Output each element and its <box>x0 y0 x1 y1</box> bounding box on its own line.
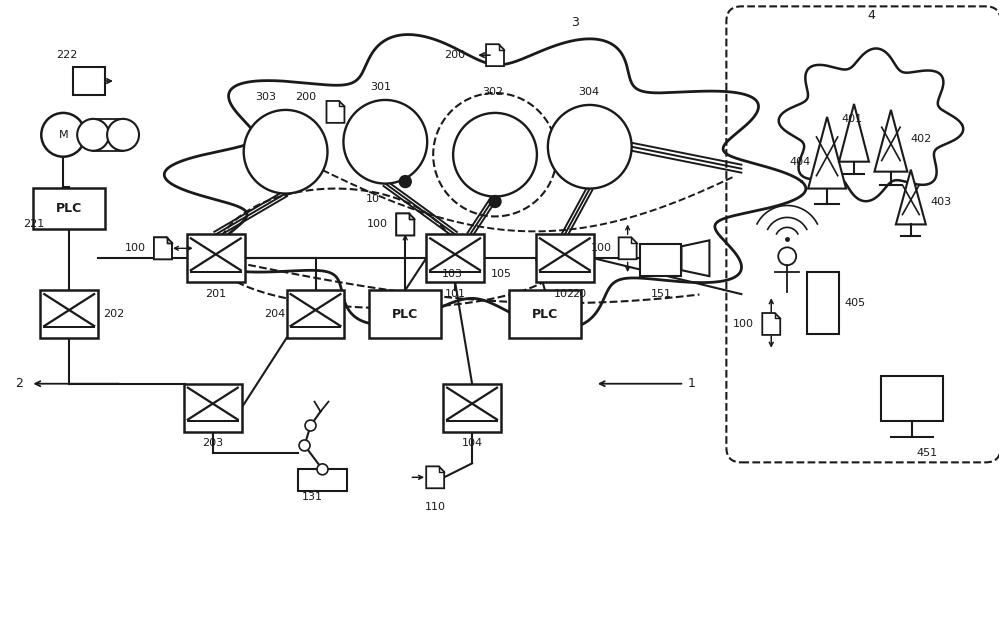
Bar <box>287 290 344 338</box>
Bar <box>640 244 681 276</box>
Polygon shape <box>154 237 172 259</box>
Bar <box>33 188 105 230</box>
Polygon shape <box>326 101 344 123</box>
Polygon shape <box>896 170 926 225</box>
Circle shape <box>548 105 632 188</box>
Text: 3: 3 <box>571 16 579 29</box>
Polygon shape <box>396 214 414 235</box>
Text: 102: 102 <box>554 289 575 299</box>
Text: 10: 10 <box>365 193 379 204</box>
Polygon shape <box>154 237 172 259</box>
Text: 104: 104 <box>462 438 483 448</box>
Circle shape <box>41 113 85 156</box>
Polygon shape <box>486 44 504 66</box>
Text: 222: 222 <box>56 50 78 60</box>
Bar <box>426 235 484 282</box>
Circle shape <box>778 247 796 265</box>
Text: PLC: PLC <box>56 202 82 215</box>
Bar <box>509 290 581 338</box>
Text: 100: 100 <box>125 244 146 253</box>
Polygon shape <box>426 466 444 488</box>
Polygon shape <box>619 237 637 259</box>
Text: 404: 404 <box>789 156 810 167</box>
Text: 2: 2 <box>15 377 23 391</box>
Text: 4: 4 <box>867 9 875 22</box>
Bar <box>881 376 943 420</box>
Text: 304: 304 <box>578 87 599 97</box>
Circle shape <box>77 119 109 151</box>
Text: 303: 303 <box>256 92 277 102</box>
Text: M: M <box>58 130 68 140</box>
Circle shape <box>244 110 327 193</box>
Bar <box>187 235 245 282</box>
Text: 200: 200 <box>444 50 465 60</box>
Text: 105: 105 <box>491 269 512 279</box>
Text: 201: 201 <box>205 289 226 299</box>
Bar <box>298 469 347 491</box>
Polygon shape <box>681 240 709 276</box>
Polygon shape <box>808 117 846 188</box>
Circle shape <box>107 119 139 151</box>
Text: 1: 1 <box>687 377 695 391</box>
Polygon shape <box>874 110 907 172</box>
Circle shape <box>317 464 328 475</box>
Text: 402: 402 <box>911 134 932 144</box>
Circle shape <box>305 420 316 431</box>
Text: 151: 151 <box>651 289 672 299</box>
Text: 403: 403 <box>931 197 952 207</box>
Text: 302: 302 <box>482 87 503 97</box>
Text: 401: 401 <box>841 114 862 124</box>
Text: 20: 20 <box>572 289 586 299</box>
Text: 202: 202 <box>103 309 124 319</box>
Bar <box>184 384 242 431</box>
Circle shape <box>489 195 501 207</box>
Circle shape <box>453 113 537 197</box>
Text: 131: 131 <box>302 492 323 502</box>
Bar <box>807 272 839 334</box>
Text: 110: 110 <box>425 502 446 512</box>
Polygon shape <box>762 313 780 335</box>
Text: 203: 203 <box>202 438 223 448</box>
Circle shape <box>299 440 310 451</box>
Text: 221: 221 <box>23 219 45 230</box>
Polygon shape <box>839 104 869 162</box>
Text: 301: 301 <box>370 82 391 92</box>
Text: 405: 405 <box>844 298 865 308</box>
Polygon shape <box>396 214 414 235</box>
Text: 103: 103 <box>442 269 463 279</box>
Bar <box>443 384 501 431</box>
Bar <box>40 290 98 338</box>
Circle shape <box>399 176 411 188</box>
Bar <box>369 290 441 338</box>
Bar <box>73 67 105 95</box>
Text: 101: 101 <box>445 289 466 299</box>
Text: PLC: PLC <box>532 308 558 321</box>
Text: 100: 100 <box>733 319 754 329</box>
Text: 204: 204 <box>264 309 286 319</box>
Circle shape <box>343 100 427 184</box>
Text: 100: 100 <box>591 244 612 253</box>
Text: PLC: PLC <box>392 308 418 321</box>
Bar <box>536 235 594 282</box>
Text: 100: 100 <box>367 219 388 230</box>
Text: 451: 451 <box>917 448 938 459</box>
Text: 200: 200 <box>296 92 317 102</box>
